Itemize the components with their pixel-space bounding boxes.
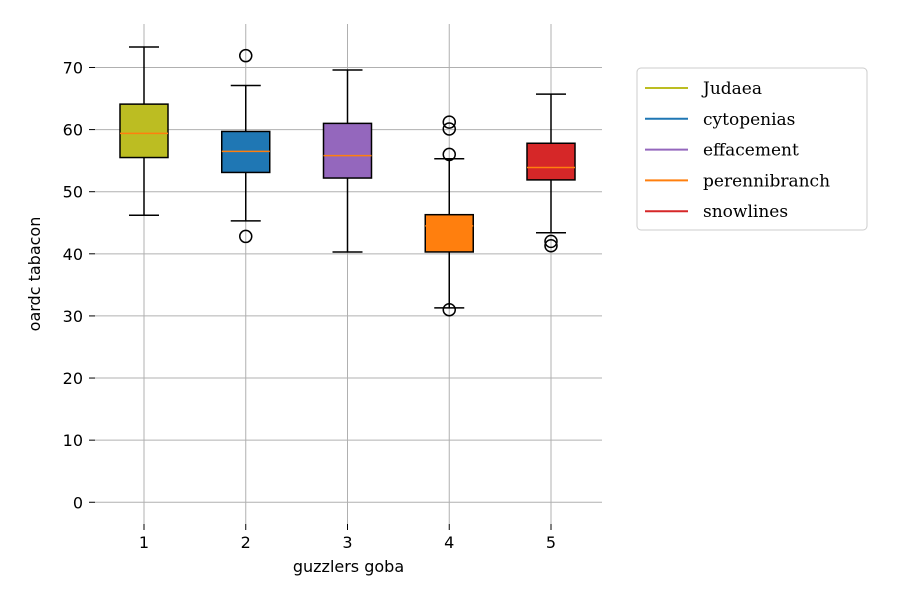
box	[322, 122, 373, 179]
y-tick-label: 40	[63, 245, 83, 264]
legend: Judaea cytopenias effacement perennibranch s…	[636, 67, 868, 231]
y-tick-label: 30	[63, 307, 83, 326]
y-axis-label: oardc tabacon	[25, 217, 44, 332]
outlier-point	[442, 122, 456, 136]
y-tick-label: 10	[63, 431, 83, 450]
x-tick-label: 2	[241, 533, 251, 552]
box-group	[322, 69, 373, 253]
box-group	[526, 93, 576, 253]
y-tick-label: 70	[63, 58, 83, 77]
box-group	[424, 115, 474, 317]
x-tick-label: 4	[444, 533, 454, 552]
outlier-point	[544, 238, 558, 253]
legend-label: cytopenias	[703, 110, 795, 130]
axes: 0 10 20 30 40 50 60 70 1 2 3 4 5	[63, 58, 556, 552]
legend-label: Judaea	[701, 79, 762, 99]
x-tick-label: 3	[342, 533, 352, 552]
outlier-point	[442, 302, 456, 317]
box-group	[221, 48, 271, 244]
x-tick-label: 5	[546, 533, 556, 552]
box	[119, 103, 169, 159]
box-group	[119, 46, 169, 217]
y-tick-label: 20	[63, 369, 83, 388]
outlier-point	[442, 115, 456, 129]
grid	[95, 24, 602, 524]
outlier-point	[442, 147, 456, 162]
legend-frame	[636, 67, 868, 231]
box	[424, 213, 474, 253]
x-axis-label: guzzlers goba	[293, 557, 404, 576]
outlier-point	[239, 229, 253, 244]
legend-label: snowlines	[703, 202, 788, 222]
boxes	[119, 46, 576, 317]
y-tick-label: 0	[73, 493, 83, 512]
x-tick-label: 1	[139, 533, 149, 552]
legend-label: effacement	[703, 141, 799, 161]
box	[526, 142, 576, 181]
outlier-point	[239, 48, 253, 63]
outlier-point	[544, 234, 558, 249]
y-tick-label: 60	[63, 121, 83, 140]
legend-label: perennibranch	[703, 171, 830, 191]
y-tick-label: 50	[63, 183, 83, 202]
